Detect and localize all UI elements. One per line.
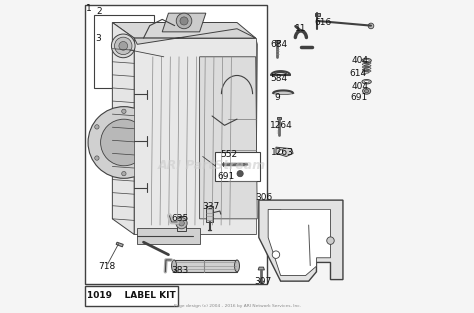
Polygon shape bbox=[259, 200, 343, 281]
Polygon shape bbox=[134, 38, 255, 234]
Polygon shape bbox=[112, 23, 134, 234]
Bar bbox=[85, 5, 266, 284]
Text: 1: 1 bbox=[86, 4, 92, 13]
Circle shape bbox=[180, 17, 188, 25]
Polygon shape bbox=[177, 216, 186, 231]
Text: 2: 2 bbox=[96, 7, 102, 16]
Polygon shape bbox=[275, 40, 280, 43]
Ellipse shape bbox=[364, 59, 369, 62]
Polygon shape bbox=[116, 242, 123, 247]
Circle shape bbox=[95, 125, 99, 129]
Circle shape bbox=[278, 150, 283, 154]
Ellipse shape bbox=[172, 260, 176, 272]
Ellipse shape bbox=[363, 88, 371, 94]
Text: 3: 3 bbox=[95, 34, 100, 43]
Text: 718: 718 bbox=[98, 262, 116, 271]
Text: 614: 614 bbox=[349, 69, 366, 78]
Text: 9: 9 bbox=[275, 93, 281, 102]
Text: 404: 404 bbox=[352, 82, 369, 90]
Ellipse shape bbox=[365, 90, 369, 93]
Polygon shape bbox=[276, 117, 281, 119]
Text: 1019    LABEL KIT: 1019 LABEL KIT bbox=[87, 291, 176, 300]
Ellipse shape bbox=[362, 58, 371, 63]
Polygon shape bbox=[273, 90, 293, 95]
Text: 584: 584 bbox=[270, 74, 287, 83]
Circle shape bbox=[176, 218, 187, 229]
Text: 337: 337 bbox=[202, 202, 219, 211]
Text: 404: 404 bbox=[352, 56, 369, 65]
Polygon shape bbox=[315, 13, 320, 16]
Circle shape bbox=[237, 171, 243, 177]
Circle shape bbox=[88, 107, 160, 178]
Polygon shape bbox=[134, 29, 255, 44]
Text: 684: 684 bbox=[271, 40, 288, 49]
Text: 11: 11 bbox=[295, 24, 306, 33]
Circle shape bbox=[115, 37, 132, 54]
Text: 383: 383 bbox=[172, 266, 189, 275]
Circle shape bbox=[327, 237, 334, 244]
Polygon shape bbox=[206, 206, 213, 222]
Circle shape bbox=[176, 13, 192, 29]
Circle shape bbox=[111, 34, 135, 58]
Polygon shape bbox=[162, 13, 206, 32]
Text: ARI PartStream: ARI PartStream bbox=[158, 159, 266, 172]
Circle shape bbox=[95, 156, 99, 160]
Polygon shape bbox=[268, 209, 330, 275]
Text: 691: 691 bbox=[218, 172, 235, 181]
Polygon shape bbox=[276, 147, 293, 156]
Bar bbox=[85, 286, 178, 306]
Text: 306: 306 bbox=[255, 192, 273, 202]
Circle shape bbox=[119, 42, 128, 50]
Text: 552: 552 bbox=[220, 151, 237, 159]
Circle shape bbox=[272, 251, 280, 259]
Text: Page design (c) 2004 - 2016 by ARI Network Services, Inc.: Page design (c) 2004 - 2016 by ARI Netwo… bbox=[173, 304, 301, 308]
Ellipse shape bbox=[364, 81, 369, 83]
Text: 1264: 1264 bbox=[270, 121, 293, 131]
Polygon shape bbox=[200, 57, 257, 219]
Polygon shape bbox=[259, 281, 264, 284]
Polygon shape bbox=[137, 228, 200, 244]
Circle shape bbox=[100, 119, 147, 166]
Text: 691: 691 bbox=[350, 93, 367, 102]
Circle shape bbox=[179, 220, 184, 226]
Polygon shape bbox=[258, 267, 264, 270]
Text: 616: 616 bbox=[314, 18, 331, 27]
Polygon shape bbox=[134, 38, 257, 234]
Ellipse shape bbox=[235, 260, 239, 272]
Circle shape bbox=[149, 156, 153, 160]
Polygon shape bbox=[112, 23, 255, 38]
Bar bbox=[94, 15, 155, 88]
Bar bbox=[215, 152, 260, 182]
Text: 1263: 1263 bbox=[271, 148, 293, 157]
Ellipse shape bbox=[362, 80, 371, 84]
Text: 307: 307 bbox=[255, 277, 272, 286]
Circle shape bbox=[122, 172, 126, 176]
Circle shape bbox=[149, 125, 153, 129]
Circle shape bbox=[122, 109, 126, 114]
Text: 635: 635 bbox=[172, 214, 189, 223]
Circle shape bbox=[368, 23, 374, 29]
Polygon shape bbox=[174, 260, 237, 272]
